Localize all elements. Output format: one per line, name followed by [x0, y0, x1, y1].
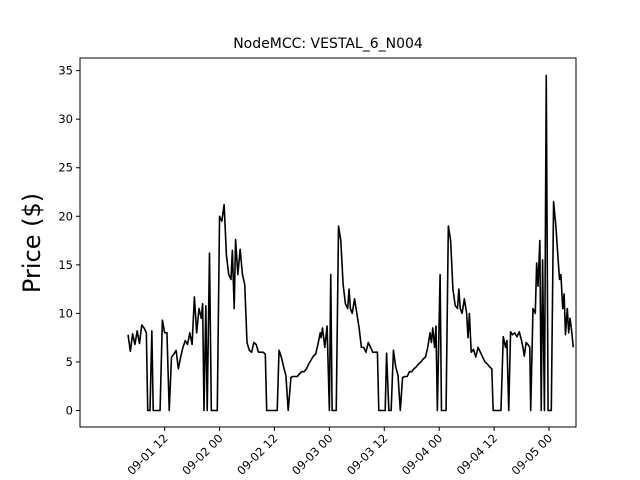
x-tick-label: 09-03 00	[289, 431, 335, 477]
y-tick-label: 5	[66, 355, 73, 369]
x-tick-label: 09-04 00	[399, 431, 445, 477]
y-tick-label: 35	[58, 64, 73, 78]
x-axis-ticks: 09-01 12 09-02 00 09-02 12 09-03 00 09-03 12…	[124, 427, 555, 478]
y-tick-label: 15	[58, 258, 73, 272]
y-axis-ticks: 0 5 10 15 20 25 30 35	[58, 64, 80, 417]
y-tick-label: 0	[66, 403, 73, 417]
plot-area-frame	[79, 57, 577, 428]
x-tick-label: 09-01 12	[124, 431, 170, 477]
y-tick-label: 25	[58, 161, 73, 175]
x-tick-label: 09-03 12	[344, 431, 390, 477]
y-tick-label: 20	[58, 209, 73, 223]
x-tick-label: 09-04 12	[454, 431, 500, 477]
y-tick-label: 30	[58, 112, 73, 126]
x-tick-label: 09-02 12	[234, 431, 280, 477]
x-tick-label: 09-05 00	[509, 431, 555, 477]
x-tick-label: 09-02 00	[179, 431, 225, 477]
y-axis-label: Price ($)	[18, 193, 46, 293]
y-tick-label: 10	[58, 306, 73, 320]
price-series-line	[127, 74, 575, 412]
chart-title: NodeMCC: VESTAL_6_N004	[233, 36, 423, 52]
